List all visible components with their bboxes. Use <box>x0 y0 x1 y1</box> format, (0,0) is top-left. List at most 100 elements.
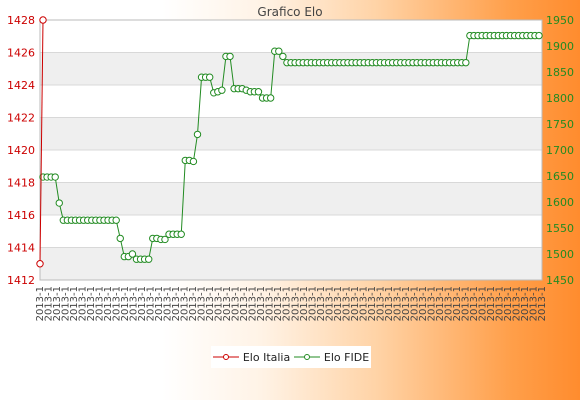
x-tick-label: 2013-1 <box>163 286 174 321</box>
x-tick-label: 2013-1 <box>418 286 429 321</box>
x-tick-label: 2013-1 <box>324 286 335 321</box>
x-tick-label: 2013-1 <box>222 286 233 321</box>
x-tick-label: 2013-1 <box>307 286 318 321</box>
x-tick-label: 2013-1 <box>350 286 361 321</box>
x-tick-label: 2013-1 <box>401 286 412 321</box>
x-tick-label: 2013-1 <box>375 286 386 321</box>
x-tick-label: 2013-1 <box>367 286 378 321</box>
point-fide <box>128 250 137 258</box>
point-italia <box>36 260 44 268</box>
point-fide <box>535 31 543 40</box>
x-tick-label: 2013-1 <box>290 286 301 321</box>
x-tick-label: 2013-1 <box>443 286 454 321</box>
left-tick-label: 1412 <box>7 274 35 287</box>
point-fide <box>218 86 226 94</box>
x-tick-label: 2013-1 <box>154 286 165 321</box>
x-tick-label: 2013-1 <box>103 286 114 321</box>
point-fide <box>275 47 283 55</box>
right-tick-label: 1500 <box>546 248 574 261</box>
left-tick-label: 1426 <box>7 47 35 60</box>
x-tick-label: 2013-1 <box>520 286 531 321</box>
right-tick-label: 1600 <box>546 196 574 209</box>
legend: Elo Italia Elo FIDE <box>211 346 371 368</box>
x-tick-label: 2013-1 <box>239 286 250 321</box>
grid-band <box>40 52 542 85</box>
x-tick-label: 2013-1 <box>537 286 548 321</box>
x-tick-label: 2013-1 <box>52 286 63 321</box>
grid-band <box>40 117 542 150</box>
x-tick-label: 2013-1 <box>231 286 242 321</box>
x-tick-label: 2013-1 <box>188 286 199 321</box>
x-tick-label: 2013-1 <box>78 286 89 321</box>
point-italia <box>39 16 47 24</box>
point-fide <box>193 130 202 139</box>
right-tick-label: 1850 <box>546 66 574 79</box>
x-tick-label: 2013-1 <box>503 286 514 321</box>
left-tick-label: 1428 <box>7 14 35 27</box>
x-tick-label: 2013-1 <box>477 286 488 321</box>
right-tick-label: 1450 <box>546 274 574 287</box>
point-fide <box>145 255 153 263</box>
left-tick-label: 1420 <box>7 144 35 157</box>
x-tick-label: 2013-1 <box>384 286 395 321</box>
legend-marker-italia <box>212 354 239 360</box>
point-fide <box>279 52 287 61</box>
x-tick-label: 2013-1 <box>95 286 106 321</box>
right-tick-label: 1750 <box>546 118 574 131</box>
x-tick-label: 2013-1 <box>273 286 284 321</box>
x-tick-label: 2013-1 <box>180 286 191 321</box>
x-tick-label: 2013-1 <box>528 286 539 321</box>
right-tick-label: 1550 <box>546 222 574 235</box>
legend-label-italia: Elo Italia <box>242 350 291 364</box>
grid-band <box>40 247 542 280</box>
x-tick-label: 2013-1 <box>435 286 446 321</box>
x-tick-label: 2013-1 <box>137 286 148 321</box>
right-tick-label: 1800 <box>546 92 574 105</box>
x-tick-label: 2013-1 <box>171 286 182 321</box>
x-tick-label: 2013-1 <box>486 286 497 321</box>
point-fide <box>116 234 124 243</box>
x-tick-label: 2013-1 <box>129 286 140 321</box>
point-fide <box>55 199 63 207</box>
x-tick-label: 2013-1 <box>265 286 276 321</box>
x-tick-label: 2013-1 <box>146 286 157 321</box>
point-fide <box>177 230 185 238</box>
point-fide <box>462 58 470 67</box>
x-tick-label: 2013-1 <box>197 286 208 321</box>
x-tick-label: 2013-1 <box>282 286 293 321</box>
x-tick-label: 2013-1 <box>341 286 352 321</box>
chart-title: Grafico Elo <box>257 5 322 19</box>
x-tick-label: 2013-1 <box>86 286 97 321</box>
x-tick-label: 2013-1 <box>426 286 437 321</box>
point-fide <box>112 216 120 224</box>
x-tick-label: 2013-1 <box>409 286 420 321</box>
plot-border <box>39 19 543 281</box>
x-tick-label: 2013-1 <box>120 286 131 321</box>
x-tick-label: 2013-1 <box>214 286 225 321</box>
x-tick-label: 2013-1 <box>35 286 46 321</box>
x-tick-label: 2013-1 <box>248 286 259 321</box>
x-tick-label: 2013-1 <box>44 286 55 321</box>
x-tick-label: 2013-1 <box>69 286 80 321</box>
x-tick-label: 2013-1 <box>299 286 310 321</box>
left-tick-label: 1424 <box>7 79 35 92</box>
point-fide <box>226 52 234 61</box>
legend-item-italia: Elo Italia <box>212 350 291 364</box>
x-tick-label: 2013-1 <box>392 286 403 321</box>
right-tick-label: 1650 <box>546 170 574 183</box>
series-line-italia <box>39 19 44 264</box>
grid-band <box>40 182 542 215</box>
x-tick-label: 2013-1 <box>333 286 344 321</box>
x-tick-label: 2013-1 <box>511 286 522 321</box>
legend-marker-fide <box>293 354 320 360</box>
x-tick-label: 2013-1 <box>358 286 369 321</box>
point-fide <box>161 235 169 244</box>
x-tick-label: 2013-1 <box>112 286 123 321</box>
left-tick-label: 1422 <box>7 112 35 125</box>
point-fide <box>51 173 59 181</box>
x-tick-label: 2013-1 <box>61 286 72 321</box>
x-tick-label: 2013-1 <box>460 286 471 321</box>
left-tick-label: 1418 <box>7 177 35 190</box>
left-tick-label: 1416 <box>7 209 35 222</box>
